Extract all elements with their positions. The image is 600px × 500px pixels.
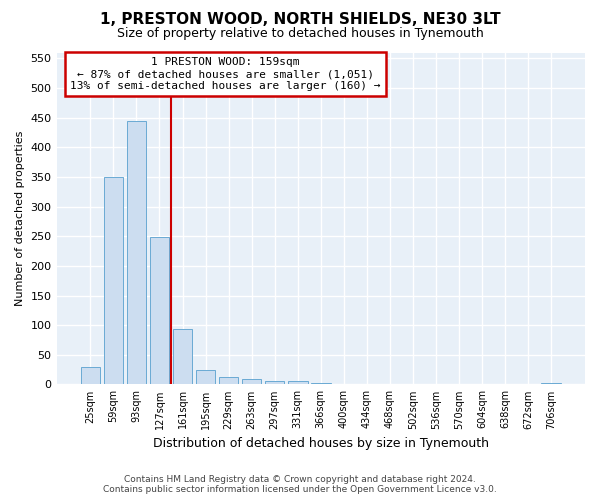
Text: Contains HM Land Registry data © Crown copyright and database right 2024.
Contai: Contains HM Land Registry data © Crown c… [103, 474, 497, 494]
Bar [173, 330, 193, 384]
Bar [242, 378, 262, 384]
Bar [80, 366, 100, 384]
Text: Size of property relative to detached houses in Tynemouth: Size of property relative to detached ho… [116, 28, 484, 40]
Bar [541, 383, 561, 384]
Bar [104, 177, 123, 384]
Bar [265, 382, 284, 384]
Bar [288, 382, 308, 384]
Y-axis label: Number of detached properties: Number of detached properties [15, 131, 25, 306]
Bar [127, 120, 146, 384]
Text: 1, PRESTON WOOD, NORTH SHIELDS, NE30 3LT: 1, PRESTON WOOD, NORTH SHIELDS, NE30 3LT [100, 12, 500, 28]
Bar [149, 238, 169, 384]
Bar [196, 370, 215, 384]
Bar [311, 383, 331, 384]
Text: 1 PRESTON WOOD: 159sqm
← 87% of detached houses are smaller (1,051)
13% of semi-: 1 PRESTON WOOD: 159sqm ← 87% of detached… [70, 58, 381, 90]
Bar [219, 376, 238, 384]
X-axis label: Distribution of detached houses by size in Tynemouth: Distribution of detached houses by size … [153, 437, 489, 450]
